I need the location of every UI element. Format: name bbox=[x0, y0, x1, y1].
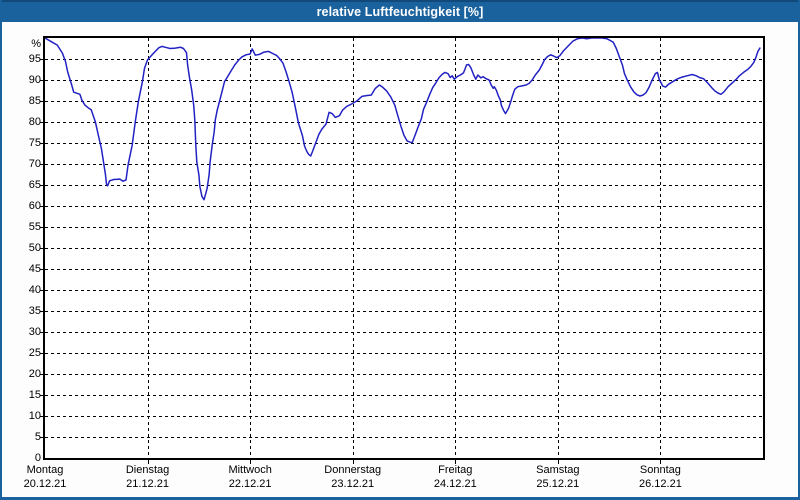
day-name: Mittwoch bbox=[228, 464, 272, 476]
day-date: 26.12.21 bbox=[639, 477, 682, 490]
x-tick-mark bbox=[660, 458, 662, 464]
y-axis-unit-label: % bbox=[31, 38, 41, 50]
y-tick-label: 70 bbox=[28, 158, 41, 170]
y-tick-label: 65 bbox=[28, 179, 41, 191]
y-tick-label: 40 bbox=[28, 284, 41, 296]
y-tick-label: 50 bbox=[28, 242, 41, 254]
x-tick-mark bbox=[250, 458, 252, 464]
day-date: 21.12.21 bbox=[126, 477, 169, 490]
day-name: Montag bbox=[26, 464, 64, 476]
y-tick-mark bbox=[40, 59, 45, 60]
day-name: Sonntag bbox=[639, 464, 681, 476]
y-tick-label: 35 bbox=[28, 305, 41, 317]
y-tick-label: 45 bbox=[28, 263, 41, 275]
plot-area bbox=[43, 36, 765, 460]
x-tick-mark bbox=[557, 458, 559, 464]
x-day-label: Mittwoch 22.12.21 bbox=[228, 464, 271, 491]
window-title: relative Luftfeuchtigkeit [%] bbox=[316, 5, 484, 19]
humidity-line bbox=[45, 38, 761, 201]
y-tick-mark bbox=[40, 290, 45, 291]
y-tick-mark bbox=[40, 311, 45, 312]
y-tick-label: 55 bbox=[28, 221, 41, 233]
day-date: 20.12.21 bbox=[23, 477, 67, 490]
day-date: 24.12.21 bbox=[433, 477, 477, 490]
x-day-label: Montag 20.12.21 bbox=[24, 464, 67, 491]
plot-canvas bbox=[45, 38, 763, 458]
y-tick-mark bbox=[40, 143, 45, 144]
y-tick-mark bbox=[40, 164, 45, 165]
y-tick-mark bbox=[40, 101, 45, 102]
y-tick-mark bbox=[40, 122, 45, 123]
day-name: Dienstag bbox=[125, 464, 170, 476]
day-date: 22.12.21 bbox=[228, 477, 272, 490]
title-bar: relative Luftfeuchtigkeit [%] bbox=[2, 0, 798, 22]
y-tick-label: 85 bbox=[28, 95, 41, 107]
y-tick-label: 5 bbox=[34, 431, 41, 443]
y-tick-mark bbox=[40, 374, 45, 375]
day-name: Freitag bbox=[438, 464, 473, 476]
day-date: 23.12.21 bbox=[331, 477, 375, 490]
y-tick-mark bbox=[40, 269, 45, 270]
y-tick-mark bbox=[40, 353, 45, 354]
x-tick-mark bbox=[147, 458, 149, 464]
y-tick-label: 15 bbox=[28, 389, 41, 401]
y-tick-label: 20 bbox=[28, 368, 41, 380]
grid-lines bbox=[45, 38, 763, 458]
y-tick-mark bbox=[40, 248, 45, 249]
x-day-label: Sonntag 26.12.21 bbox=[639, 464, 682, 491]
y-tick-mark bbox=[40, 416, 45, 417]
day-name: Samstag bbox=[536, 464, 580, 476]
y-tick-mark bbox=[40, 332, 45, 333]
y-tick-mark bbox=[40, 80, 45, 81]
y-tick-label: 10 bbox=[28, 410, 41, 422]
y-tick-mark bbox=[40, 206, 45, 207]
y-tick-label: 25 bbox=[28, 347, 41, 359]
x-day-label: Samstag 25.12.21 bbox=[536, 464, 579, 491]
day-date: 25.12.21 bbox=[536, 477, 580, 490]
y-tick-label: 0 bbox=[34, 452, 41, 464]
x-day-label: Dienstag 21.12.21 bbox=[126, 464, 169, 491]
y-tick-label: 90 bbox=[28, 74, 41, 86]
x-tick-mark bbox=[455, 458, 457, 464]
x-tick-mark bbox=[352, 458, 354, 464]
day-name: Donnerstag bbox=[324, 464, 382, 476]
y-tick-mark bbox=[40, 395, 45, 396]
y-tick-mark bbox=[40, 227, 45, 228]
y-tick-mark bbox=[40, 437, 45, 438]
y-tick-mark bbox=[40, 185, 45, 186]
x-day-label: Donnerstag 23.12.21 bbox=[324, 464, 381, 491]
y-tick-label: 30 bbox=[28, 326, 41, 338]
y-tick-label: 95 bbox=[28, 53, 41, 65]
y-tick-label: 60 bbox=[28, 200, 41, 212]
x-day-label: Freitag 24.12.21 bbox=[434, 464, 477, 491]
y-tick-label: 75 bbox=[28, 137, 41, 149]
y-tick-label: 80 bbox=[28, 116, 41, 128]
